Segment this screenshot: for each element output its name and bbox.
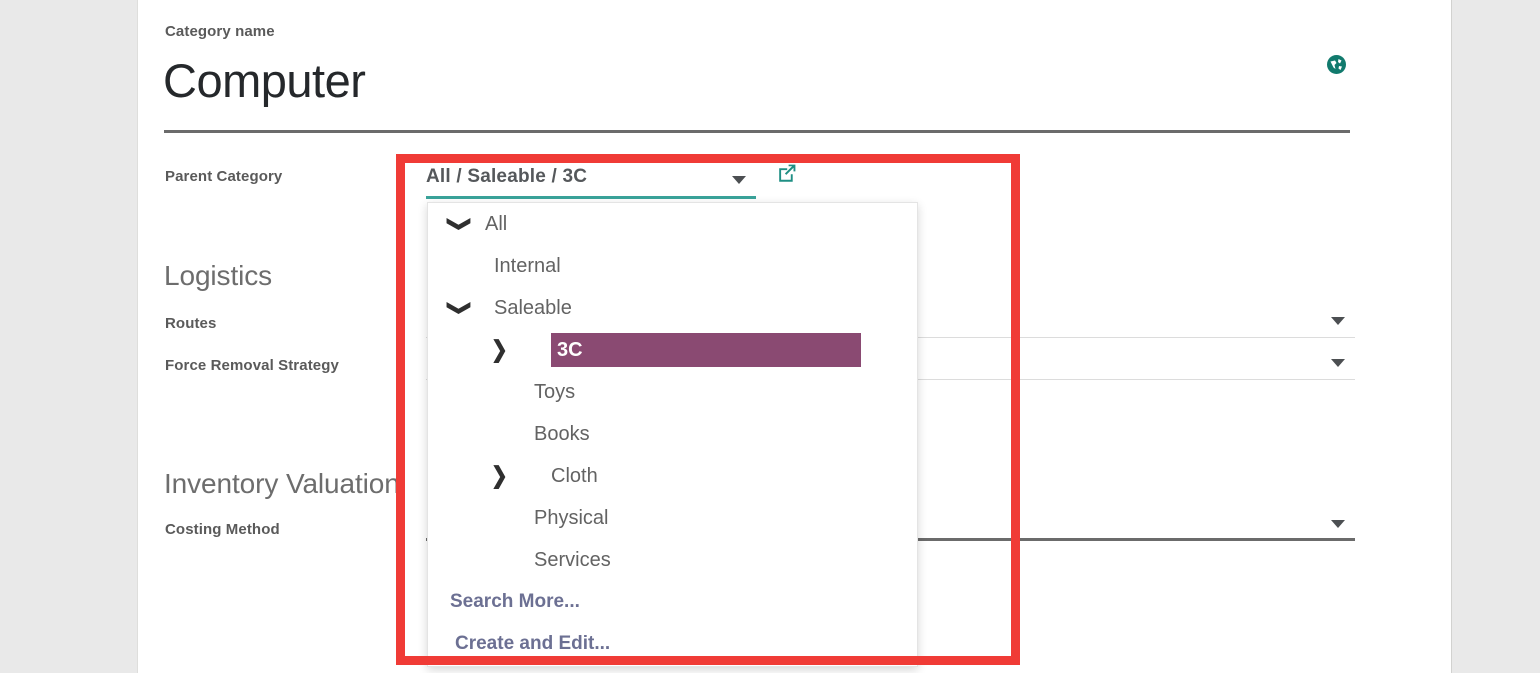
category-tree-item[interactable]: Internal (428, 245, 917, 287)
parent-category-dropdown-panel[interactable]: All Internal Saleable 3C Toys Books Cloth Physi… (427, 202, 918, 667)
chevron-down-icon[interactable] (451, 203, 468, 245)
category-tree-item-label: Physical (534, 507, 609, 529)
chevron-down-icon[interactable] (1331, 359, 1345, 367)
chevron-down-icon[interactable] (732, 176, 746, 184)
chevron-right-icon[interactable] (491, 455, 508, 497)
category-tree-item[interactable]: Services (428, 539, 917, 581)
category-tree-item[interactable]: Saleable (428, 287, 917, 329)
section-heading-logistics: Logistics (164, 260, 273, 291)
category-name-label: Category name (165, 23, 275, 40)
section-heading-inventory-valuation: Inventory Valuation (164, 468, 400, 499)
chevron-down-icon[interactable] (1331, 317, 1345, 325)
category-tree-item[interactable]: Cloth (428, 455, 917, 497)
category-tree-item[interactable]: 3C (428, 329, 917, 371)
category-tree-item[interactable]: Books (428, 413, 917, 455)
category-tree-item[interactable]: All (428, 203, 917, 245)
globe-icon[interactable] (1326, 54, 1347, 75)
category-tree-item-label: Toys (534, 381, 576, 403)
parent-category-combobox[interactable]: All / Saleable / 3C (426, 160, 756, 199)
category-tree-item-label: Cloth (551, 465, 598, 487)
chevron-right-icon[interactable] (491, 329, 508, 371)
chevron-down-icon[interactable] (1331, 520, 1345, 528)
category-tree-list[interactable]: All Internal Saleable 3C Toys Books Cloth Physi… (428, 203, 917, 581)
category-tree-item-label: All (485, 213, 508, 235)
external-link-icon[interactable] (776, 162, 798, 184)
category-tree-item-label: Internal (494, 255, 561, 277)
parent-category-input[interactable]: All / Saleable / 3C (426, 166, 588, 187)
parent-category-label: Parent Category (165, 168, 283, 185)
search-more-link[interactable]: Search More... (450, 591, 580, 612)
category-tree-item-label: Saleable (494, 297, 572, 319)
category-tree-item[interactable]: Physical (428, 497, 917, 539)
category-name-input[interactable]: Computer (163, 54, 366, 107)
chevron-down-icon[interactable] (451, 287, 468, 329)
costing-method-label: Costing Method (165, 521, 280, 538)
parent-category-underline (426, 196, 756, 199)
force-removal-strategy-label: Force Removal Strategy (165, 357, 339, 374)
category-tree-item-label: Books (534, 423, 590, 445)
create-and-edit-link[interactable]: Create and Edit... (455, 633, 611, 654)
page-gutter-right (1453, 0, 1540, 673)
category-tree-item[interactable]: Toys (428, 371, 917, 413)
category-tree-item-label: Services (534, 549, 611, 571)
title-underline (164, 130, 1350, 133)
category-tree-item-label: 3C (551, 333, 861, 367)
routes-label: Routes (165, 315, 217, 332)
